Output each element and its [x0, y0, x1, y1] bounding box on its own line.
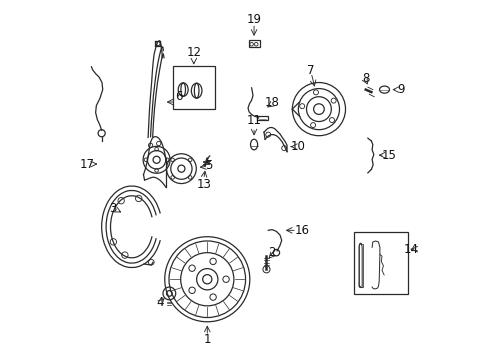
Bar	[354, 232, 407, 294]
Text: 12: 12	[186, 46, 201, 59]
Text: 15: 15	[381, 149, 395, 162]
Text: 14: 14	[403, 243, 418, 256]
Text: 19: 19	[246, 13, 261, 26]
Text: 16: 16	[294, 224, 309, 237]
Bar	[358, 244, 362, 287]
Bar	[173, 66, 214, 109]
Text: 1: 1	[203, 333, 211, 346]
Text: 10: 10	[290, 140, 305, 153]
Text: 2: 2	[267, 246, 275, 259]
Text: 13: 13	[196, 178, 211, 191]
Text: 17: 17	[79, 158, 94, 171]
Text: 18: 18	[264, 95, 279, 108]
Text: 9: 9	[397, 83, 404, 96]
Bar	[248, 40, 259, 47]
Text: 8: 8	[361, 72, 368, 85]
Text: 11: 11	[246, 114, 261, 127]
Text: 4: 4	[156, 296, 163, 309]
Text: 3: 3	[109, 202, 116, 215]
Text: 6: 6	[175, 90, 183, 103]
Text: 5: 5	[205, 159, 212, 172]
Bar	[256, 116, 268, 121]
Text: 7: 7	[307, 64, 314, 77]
